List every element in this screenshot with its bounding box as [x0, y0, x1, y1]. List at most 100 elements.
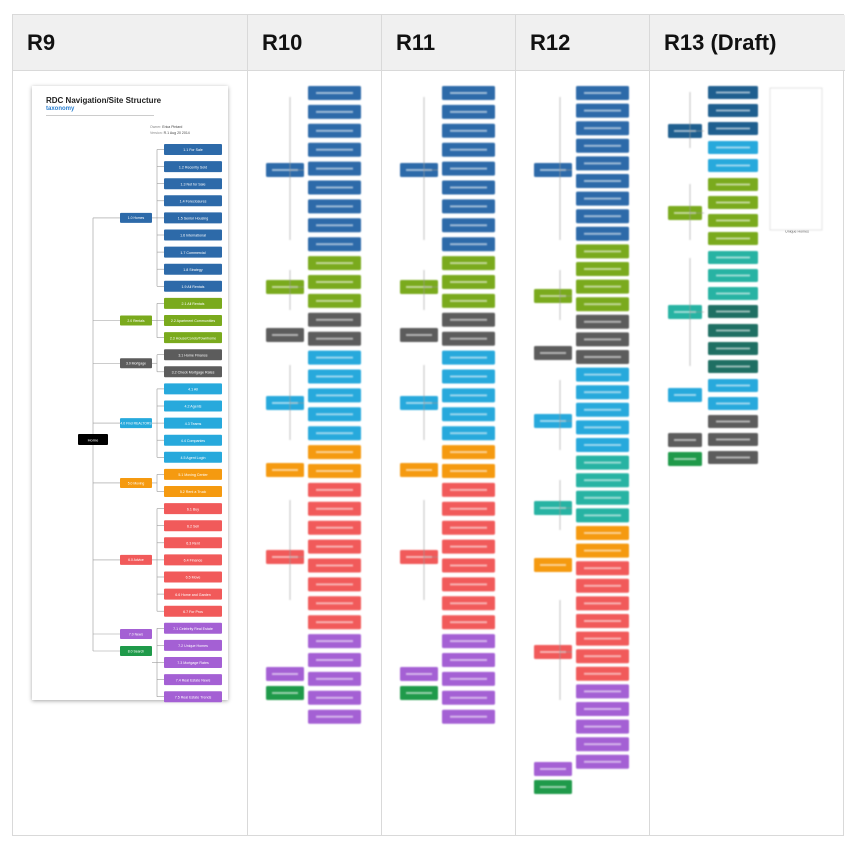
blurred-label [316, 659, 353, 661]
blurred-label [584, 514, 621, 517]
r9-leaf-label: 7.2 Unique Homes [178, 644, 208, 648]
r9-category-node [120, 554, 152, 565]
blurred-label [406, 334, 432, 336]
blurred-label [674, 311, 696, 313]
blurred-label [450, 451, 487, 454]
blurred-label [316, 451, 353, 454]
r9-leaf-node [164, 383, 222, 395]
blurred-label [316, 356, 353, 359]
r9-category-label: 3.0 Mortgage [126, 362, 146, 366]
blurred-label [674, 458, 696, 460]
blurred-label [716, 219, 750, 222]
r9-category-node [120, 315, 152, 326]
blurred-label [316, 545, 353, 548]
column-r9 [13, 71, 248, 835]
blurred-label [316, 526, 353, 529]
r9-category-label: 8.0 Search [128, 649, 145, 653]
blurred-label [316, 564, 353, 567]
r9-leaf-node [164, 691, 222, 703]
r9-leaf-node [164, 280, 222, 292]
blurred-label [450, 129, 487, 132]
r9-leaf-label: 6.3 Rent [186, 542, 200, 546]
r9-leaf-node [164, 400, 222, 412]
blurred-label [316, 281, 353, 283]
column-r12 [516, 71, 650, 835]
blurred-label [272, 692, 298, 694]
blurred-label [450, 356, 487, 359]
r9-leaf-label: 7.5 Real Estate Trends [175, 695, 212, 699]
column-r10 [248, 71, 382, 835]
blurred-label [674, 394, 696, 396]
blurred-label [450, 186, 487, 189]
r9-leaf-label: 2.2 Apartment Communities [171, 319, 216, 323]
blurred-label [316, 488, 353, 491]
blurred-label [450, 602, 487, 605]
blurred-label [450, 659, 487, 661]
blurred-label [406, 402, 432, 404]
blurred-label [584, 215, 621, 218]
blurred-label [716, 438, 750, 441]
blurred-label [316, 110, 353, 113]
divider [46, 115, 154, 116]
blurred-label [584, 356, 621, 358]
r9-leaf-node [164, 195, 222, 207]
blurred-label [584, 144, 621, 147]
r9-doc-meta: Owner: Erica Pintard Version: R.1 Aug 20… [150, 125, 190, 135]
blurred-label [316, 583, 353, 586]
blurred-label [450, 167, 487, 170]
blurred-label [272, 286, 298, 288]
r9-leaf-node [164, 161, 222, 173]
r9-category-label: 7.0 News [129, 632, 143, 636]
r9-doc-subtitle: taxonomy [46, 106, 75, 112]
blurred-label [406, 169, 432, 171]
r9-leaf-label: 7.1 Celebrity Real Estate [173, 627, 213, 631]
blurred-label [716, 274, 750, 277]
r9-leaf-node [164, 263, 222, 275]
blurred-label [316, 432, 353, 435]
r9-leaf-label: 4.4 Companies [181, 439, 205, 443]
blurred-label [584, 285, 621, 288]
blurred-label [316, 507, 353, 510]
blurred-label [450, 299, 487, 302]
header-r13: R13 (Draft) [650, 15, 845, 71]
r9-category-label: 4.0 Find REALTORS [120, 421, 152, 425]
blurred-label [450, 696, 487, 699]
blurred-label [674, 212, 696, 214]
blurred-label [450, 262, 487, 265]
blurred-label [316, 413, 353, 416]
blurred-label [316, 186, 353, 189]
blurred-label [716, 183, 750, 186]
blurred-label [540, 786, 566, 788]
blurred-label [584, 338, 621, 341]
blurred-label [584, 760, 621, 763]
blurred-label [540, 420, 566, 422]
r9-leaf-node [164, 332, 222, 344]
r9-leaf-node [164, 229, 222, 241]
blurred-label [272, 402, 298, 404]
blurred-label [316, 262, 353, 265]
r9-leaf-label: 1.2 Recently Sold [179, 165, 207, 169]
r9-category-node [120, 629, 152, 639]
blurred-label [450, 92, 487, 94]
r9-leaf-label: 6.5 Move [186, 576, 201, 580]
blurred-label [584, 532, 621, 534]
r9-leaf-node [164, 554, 222, 566]
blurred-label [450, 470, 487, 472]
blurred-label [316, 299, 353, 302]
blurred-label [716, 201, 750, 204]
blurred-label [584, 549, 621, 552]
blurred-label [716, 237, 750, 240]
r9-leaf-label: 6.2 Sell [187, 524, 199, 528]
blurred-label [316, 677, 353, 680]
blurred-label [450, 413, 487, 416]
r9-leaf-node [164, 178, 222, 190]
blurred-label [540, 352, 566, 354]
r9-leaf-label: 1.8 Strategy [183, 268, 203, 272]
blurred-label [316, 318, 353, 321]
r9-leaf-label: 4.3 Teams [185, 422, 202, 426]
r9-leaf-node [164, 657, 222, 668]
r9-category-node [120, 358, 152, 369]
blurred-label [584, 268, 621, 270]
blurred-label [716, 365, 750, 368]
